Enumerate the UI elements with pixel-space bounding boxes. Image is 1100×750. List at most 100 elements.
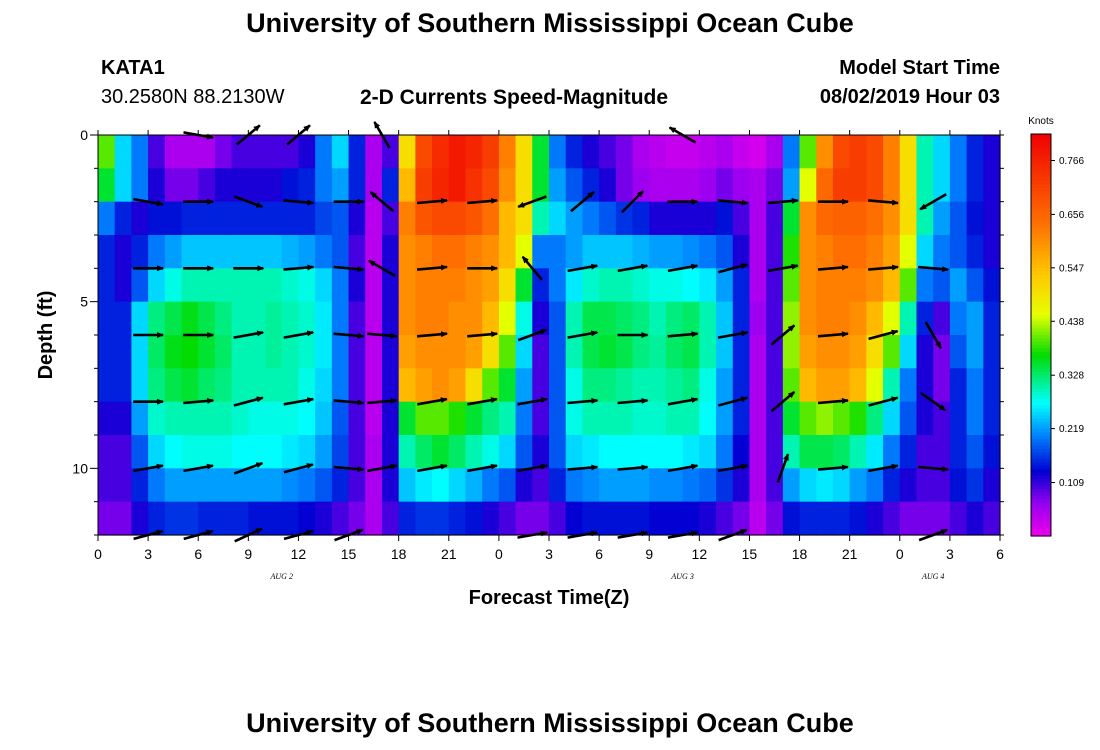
- heatmap-cell: [432, 368, 450, 403]
- heatmap-cell: [983, 135, 1001, 169]
- heatmap-cell: [949, 401, 968, 436]
- heatmap-cell: [348, 268, 366, 303]
- heatmap-cell: [632, 135, 650, 169]
- current-vector-arrow: [667, 397, 699, 406]
- colorbar-segment: [1031, 368, 1051, 373]
- heatmap-cell: [582, 335, 600, 369]
- heatmap-cell: [231, 468, 249, 503]
- heatmap-cell: [432, 435, 450, 469]
- heatmap-cell: [665, 235, 684, 269]
- heatmap-cell: [214, 301, 233, 336]
- heatmap-cell: [832, 235, 851, 269]
- heatmap-cell: [699, 168, 717, 203]
- heatmap-cell: [582, 268, 600, 303]
- heatmap-cell: [632, 201, 650, 236]
- heatmap-cell: [148, 368, 166, 403]
- current-vector-arrow: [517, 328, 548, 342]
- heatmap-cell: [565, 501, 584, 536]
- colorbar-segment: [1031, 281, 1051, 286]
- x-tick-label: 18: [792, 546, 808, 562]
- current-vector-arrow: [868, 463, 899, 473]
- heatmap-cell: [849, 368, 867, 403]
- heatmap-cell: [164, 368, 183, 403]
- colorbar-segment: [1031, 458, 1051, 463]
- heatmap-cell: [549, 435, 567, 469]
- heatmap-cell: [565, 235, 584, 269]
- heatmap-cell: [933, 268, 951, 303]
- heatmap-cell: [665, 301, 684, 336]
- heatmap-cell: [966, 435, 984, 469]
- colorbar-segment: [1031, 438, 1051, 443]
- heatmap-cell: [532, 168, 550, 203]
- heatmap-cell: [515, 268, 533, 303]
- heatmap-cell: [181, 468, 199, 503]
- colorbar-segment: [1031, 331, 1051, 336]
- heatmap-cell: [432, 301, 450, 336]
- heatmap-cell: [515, 235, 533, 269]
- heatmap-cell: [98, 235, 116, 269]
- heatmap-cell: [983, 435, 1001, 469]
- heatmap-cell: [348, 468, 366, 503]
- heatmap-cell: [782, 301, 801, 336]
- heatmap-cell: [482, 201, 500, 236]
- axes: 0 3 6 9 12 15 18 21 0 3 6 9 12 15 18 21 0 3 6 AUG 2 AUG 3 AUG…: [35, 127, 1004, 609]
- heatmap-cell: [665, 335, 684, 369]
- heatmap-cell: [615, 201, 634, 236]
- heatmap-cell: [265, 368, 283, 403]
- heatmap-cell: [181, 168, 199, 203]
- heatmap-cell: [281, 468, 300, 503]
- heatmap-cell: [899, 368, 918, 403]
- heatmap-cell: [214, 268, 233, 303]
- heatmap-cell: [265, 268, 283, 303]
- current-vector-arrow: [333, 399, 365, 406]
- heatmap-cell: [331, 401, 350, 436]
- heatmap-cell: [849, 435, 867, 469]
- heatmap-cell: [816, 468, 834, 503]
- colorbar-segment: [1031, 378, 1051, 383]
- colorbar-segment: [1031, 197, 1051, 202]
- heatmap-cell: [966, 401, 984, 436]
- heatmap-cell: [899, 401, 918, 436]
- current-vector-arrow: [233, 330, 265, 339]
- heatmap-cell: [398, 235, 416, 269]
- current-vector-arrow: [868, 329, 899, 341]
- colorbar-segment: [1031, 361, 1051, 366]
- heatmap-cell: [599, 235, 617, 269]
- heatmap-cell: [599, 268, 617, 303]
- heatmap-cell: [482, 301, 500, 336]
- heatmap-cell: [214, 201, 233, 236]
- current-vector-arrow: [867, 199, 899, 206]
- current-vector-arrow: [517, 397, 549, 406]
- heatmap-cell: [782, 268, 801, 303]
- heatmap-cell: [532, 435, 550, 469]
- heatmap-cell: [198, 201, 216, 236]
- heatmap-cell: [398, 335, 416, 369]
- heatmap-cell: [465, 335, 483, 369]
- heatmap-cell: [214, 335, 233, 369]
- colorbar-segment: [1031, 505, 1051, 510]
- heatmap-cell: [983, 501, 1001, 536]
- heatmap-cell: [916, 135, 934, 169]
- heatmap-cell: [348, 501, 366, 536]
- heatmap-cell: [849, 201, 867, 236]
- x-tick-label: 6: [595, 546, 603, 562]
- heatmap-cell: [899, 501, 918, 536]
- heatmap-cell: [114, 301, 133, 336]
- heatmap-cell: [498, 201, 517, 236]
- heatmap-cell: [131, 368, 149, 403]
- heatmap-cell: [966, 335, 984, 369]
- heatmap-cell: [766, 135, 784, 169]
- heatmap-cell: [248, 301, 266, 336]
- heatmap-cell: [98, 468, 116, 503]
- current-vector-arrow: [767, 263, 799, 273]
- colorbar-segment: [1031, 167, 1051, 172]
- heatmap-cell: [749, 201, 767, 236]
- heatmap-cell: [214, 501, 233, 536]
- current-vector-arrow: [233, 195, 264, 209]
- current-vector-arrow: [416, 331, 448, 338]
- colorbar-segment: [1031, 462, 1051, 467]
- heatmap-cell: [949, 168, 968, 203]
- heatmap-cell: [532, 268, 550, 303]
- colorbar-segment: [1031, 479, 1051, 483]
- heatmap-cell: [749, 335, 767, 369]
